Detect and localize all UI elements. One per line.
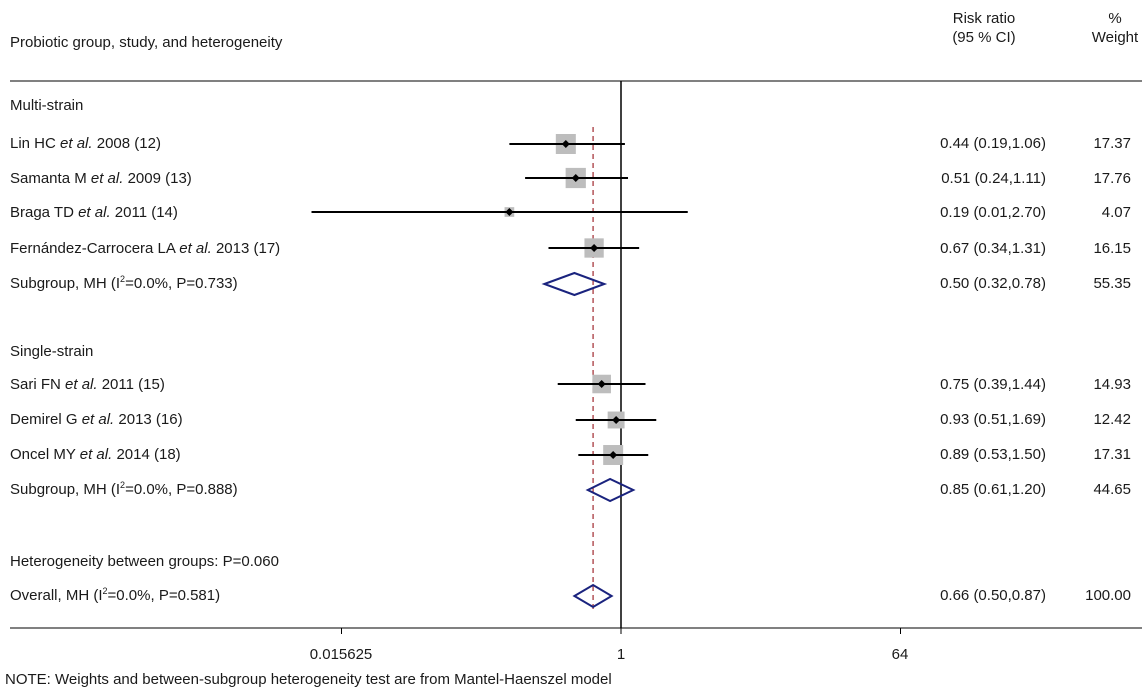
superscript-2: 2 bbox=[120, 480, 126, 490]
study-label-author: Samanta M bbox=[10, 170, 91, 187]
risk-ratio-header-line1: Risk ratio bbox=[952, 10, 1016, 27]
superscript-2: 2 bbox=[102, 586, 108, 596]
superscript-2: 2 bbox=[120, 274, 126, 284]
study-weight: 14.93 bbox=[1093, 376, 1131, 393]
study-ci: 0.67 (0.34,1.31) bbox=[940, 240, 1046, 257]
overall-label-prefix: Overall, MH (I bbox=[10, 587, 103, 604]
subgroup-label-suffix: =0.0%, P=0.733) bbox=[125, 275, 238, 292]
study-label: Braga TD et al. 2011 (14) bbox=[10, 204, 178, 222]
study-weight: 17.76 bbox=[1093, 170, 1131, 187]
et-al-text: et al. bbox=[90, 170, 124, 187]
point-estimate bbox=[609, 451, 618, 459]
study-weight: 16.15 bbox=[1093, 240, 1131, 257]
et-al-text: et al. bbox=[81, 411, 115, 428]
overall-ci: 0.66 (0.50,0.87) bbox=[940, 587, 1046, 604]
overall-label: Overall, MH (I2=0.0%, P=0.581) bbox=[10, 586, 221, 606]
study-label: Lin HC et al. 2008 (12) bbox=[10, 135, 161, 153]
weight-header-line2: Weight bbox=[1091, 29, 1139, 46]
subgroup-label: Subgroup, MH (I2=0.0%, P=0.733) bbox=[10, 274, 238, 294]
et-al-text: et al. bbox=[78, 204, 111, 221]
risk-ratio-header-line2: (95 % CI) bbox=[952, 29, 1016, 46]
study-ci: 0.44 (0.19,1.06) bbox=[940, 135, 1046, 152]
study-label-year: 2013 (17) bbox=[211, 240, 281, 257]
study-label-author: Fernández-Carrocera LA bbox=[10, 240, 180, 257]
study-label-year: 2011 (15) bbox=[97, 376, 165, 393]
summary-diamond bbox=[585, 477, 636, 503]
subgroup-label-suffix: =0.0%, P=0.888) bbox=[125, 481, 238, 498]
study-ci: 0.51 (0.24,1.11) bbox=[941, 170, 1046, 187]
et-al-text: et al. bbox=[179, 240, 212, 257]
study-ci: 0.19 (0.01,2.70) bbox=[940, 204, 1046, 221]
study-label-year: 2008 (12) bbox=[92, 135, 161, 152]
group-title-multi-strain: Multi-strain bbox=[10, 97, 84, 114]
study-weight: 12.42 bbox=[1093, 411, 1131, 428]
study-label-year: 2011 (14) bbox=[110, 204, 178, 221]
study-weight: 4.07 bbox=[1101, 204, 1131, 221]
study-label-author: Braga TD bbox=[10, 204, 79, 221]
study-column-header: Probiotic group, study, and heterogeneit… bbox=[10, 34, 283, 51]
study-label-author: Sari FN bbox=[10, 376, 66, 393]
study-weight: 17.37 bbox=[1093, 135, 1131, 152]
study-label: Fernández-Carrocera LA et al. 2013 (17) bbox=[10, 240, 280, 258]
overall-weight: 100.00 bbox=[1085, 587, 1131, 604]
point-estimate bbox=[561, 140, 570, 148]
subgroup-ci: 0.85 (0.61,1.20) bbox=[940, 481, 1046, 498]
study-label-year: 2009 (13) bbox=[123, 170, 192, 187]
study-ci: 0.75 (0.39,1.44) bbox=[940, 376, 1046, 393]
study-ci: 0.89 (0.53,1.50) bbox=[940, 446, 1046, 463]
footnote: NOTE: Weights and between-subgroup heter… bbox=[5, 671, 612, 688]
study-label: Sari FN et al. 2011 (15) bbox=[10, 376, 165, 394]
et-al-text: et al. bbox=[60, 135, 93, 152]
study-label: Demirel G et al. 2013 (16) bbox=[10, 411, 183, 429]
point-estimate bbox=[505, 208, 514, 216]
study-label-year: 2014 (18) bbox=[112, 446, 181, 463]
weight-column-header: % Weight bbox=[1085, 9, 1142, 47]
study-weight: 17.31 bbox=[1093, 446, 1131, 463]
study-label: Samanta M et al. 2009 (13) bbox=[10, 170, 192, 188]
subgroup-label-prefix: Subgroup, MH (I bbox=[10, 275, 121, 292]
overall-label-suffix: =0.0%, P=0.581) bbox=[107, 587, 221, 604]
subgroup-weight: 44.65 bbox=[1093, 481, 1131, 498]
x-tick-label: 64 bbox=[891, 646, 909, 663]
risk-ratio-column-header: Risk ratio (95 % CI) bbox=[924, 9, 1044, 47]
point-estimate bbox=[590, 244, 599, 252]
group-title-single-strain: Single-strain bbox=[10, 343, 94, 360]
weight-header-line1: % bbox=[1108, 10, 1122, 27]
summary-diamond bbox=[572, 583, 614, 609]
et-al-text: et al. bbox=[79, 446, 113, 463]
study-ci: 0.93 (0.51,1.69) bbox=[940, 411, 1046, 428]
subgroup-weight: 55.35 bbox=[1093, 275, 1131, 292]
x-tick-label: 1 bbox=[616, 646, 626, 663]
subgroup-label: Subgroup, MH (I2=0.0%, P=0.888) bbox=[10, 480, 238, 500]
study-label-author: Oncel MY bbox=[10, 446, 80, 463]
point-estimate bbox=[612, 416, 621, 424]
subgroup-ci: 0.50 (0.32,0.78) bbox=[940, 275, 1046, 292]
subgroup-label-prefix: Subgroup, MH (I bbox=[10, 481, 121, 498]
study-label-author: Lin HC bbox=[10, 135, 61, 152]
study-label-year: 2013 (16) bbox=[114, 411, 183, 428]
study-label-author: Demirel G bbox=[10, 411, 82, 428]
et-al-text: et al. bbox=[65, 376, 98, 393]
x-tick-label: 0.015625 bbox=[309, 646, 373, 663]
between-group-heterogeneity: Heterogeneity between groups: P=0.060 bbox=[10, 553, 279, 570]
point-estimate bbox=[597, 380, 606, 388]
study-label: Oncel MY et al. 2014 (18) bbox=[10, 446, 181, 464]
summary-diamond bbox=[541, 271, 608, 297]
point-estimate bbox=[571, 174, 580, 182]
